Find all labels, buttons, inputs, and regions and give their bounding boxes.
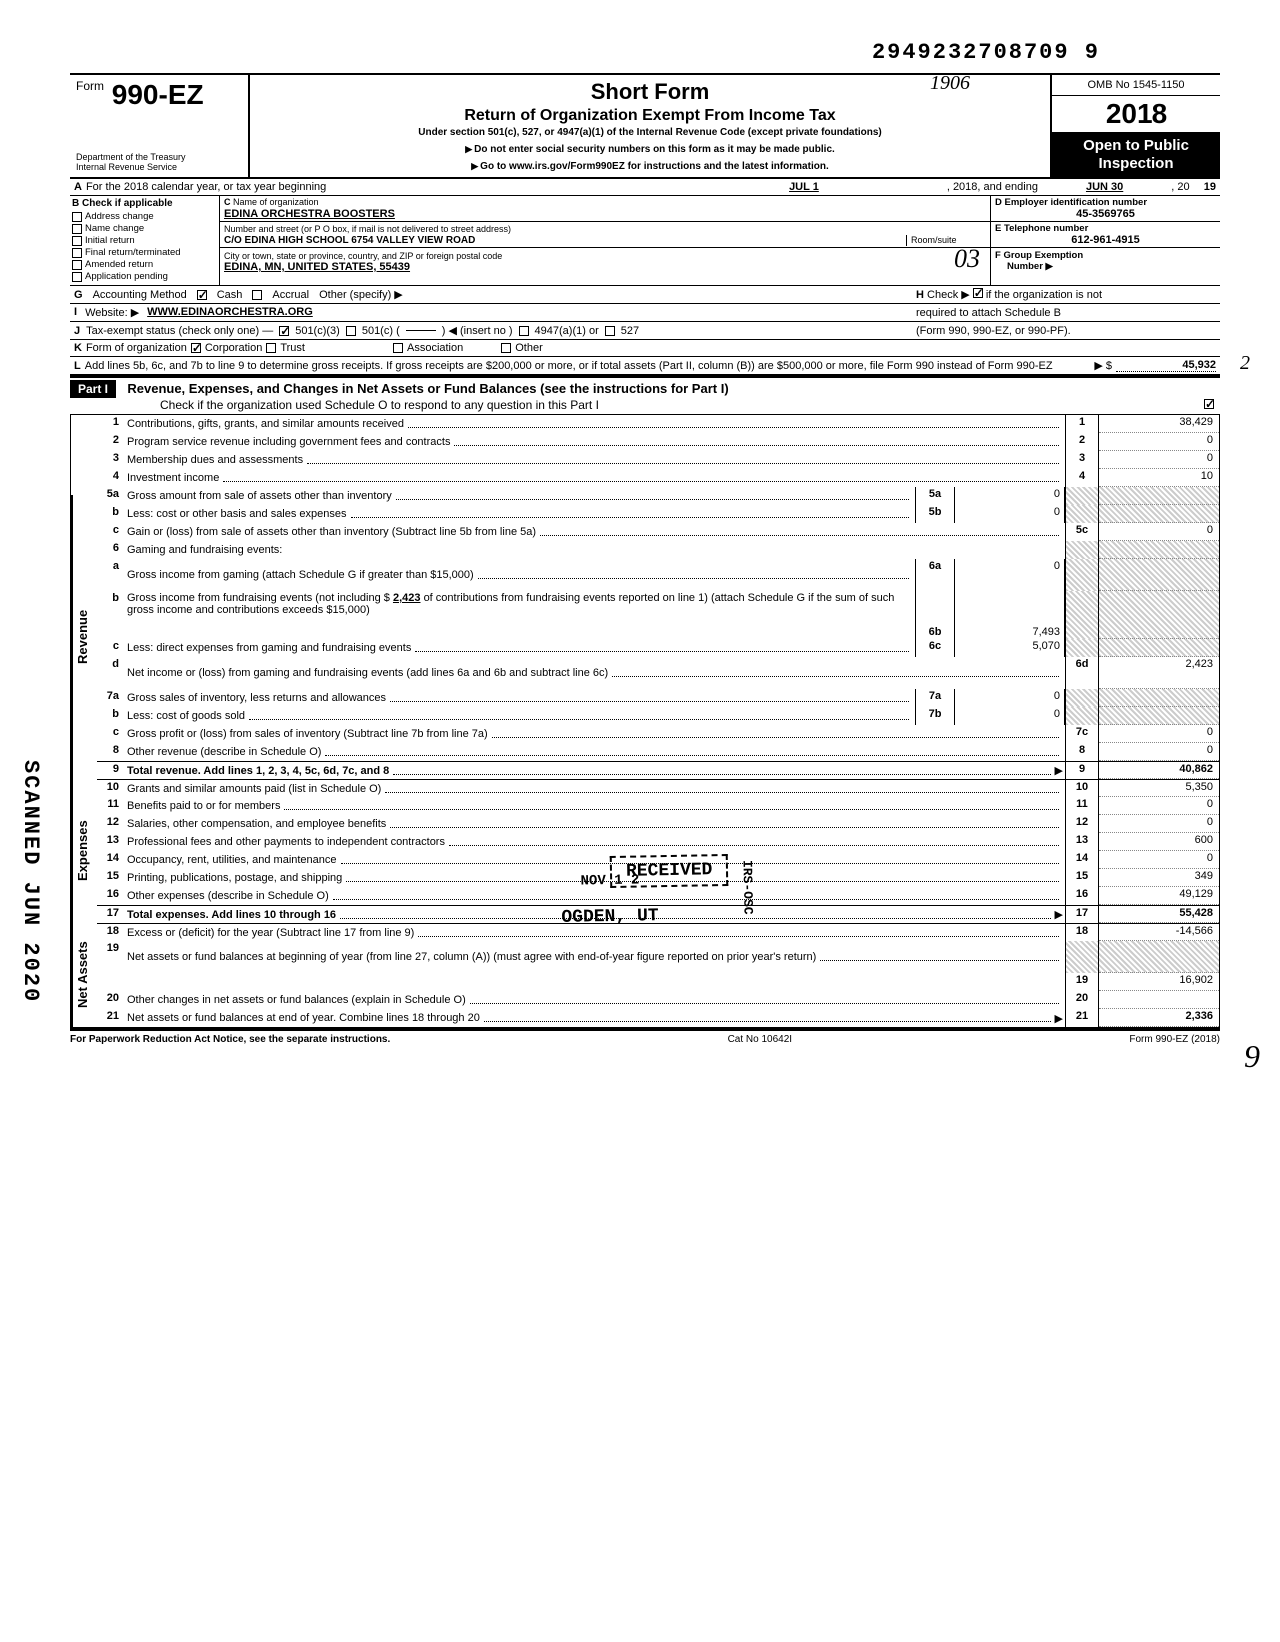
line1-val: 38,429 [1099,415,1219,433]
chk-527[interactable] [605,326,615,336]
chk-name[interactable]: Name change [72,223,217,234]
phone: 612-961-4915 [995,234,1216,246]
line-a: A For the 2018 calendar year, or tax yea… [70,179,1220,196]
stamp-date: NOV 1 2 [480,871,740,892]
line10-val: 5,350 [1099,780,1219,797]
scanned-stamp: SCANNED JUN 2020 [18,760,43,1003]
line-l: L Add lines 5b, 6c, and 7b to line 9 to … [70,357,1220,376]
gross-receipts: 45,932 [1116,359,1216,372]
form-number: Form 990-EZ [76,79,242,111]
org-name: EDINA ORCHESTRA BOOSTERS [224,208,395,220]
line21-val: 2,336 [1099,1009,1219,1027]
chk-assoc[interactable] [393,343,403,353]
line-i: I Website: ▶ WWW.EDINAORCHESTRA.ORG requ… [70,304,1220,322]
chk-501c[interactable] [346,326,356,336]
side-expenses: Expenses [71,779,97,923]
dln: 2949232708709 9 [70,40,1220,65]
chk-address[interactable]: Address change [72,211,217,222]
chk-initial[interactable]: Initial return [72,235,217,246]
line18-val: -14,566 [1099,924,1219,941]
open-public: Open to PublicInspection [1052,133,1220,177]
chk-501c3[interactable] [279,326,289,336]
part1-header: Part I Revenue, Expenses, and Changes in… [70,376,1220,415]
expenses-block: Expenses 10Grants and similar amounts pa… [70,779,1220,923]
line7c-val: 0 [1099,725,1219,743]
form-header: Form 990-EZ Department of the TreasuryIn… [70,73,1220,179]
chk-schedo[interactable] [1204,399,1214,409]
ein: 45-3569765 [995,208,1216,220]
line7a-val: 0 [955,689,1065,707]
dept: Department of the TreasuryInternal Reven… [76,153,242,173]
line6b-val: 7,493 [955,591,1065,639]
line4-val: 10 [1099,469,1219,487]
line12-val: 0 [1099,815,1219,833]
line14-val: 0 [1099,851,1219,869]
line8-val: 0 [1099,743,1219,761]
website: WWW.EDINAORCHESTRA.ORG [147,306,313,319]
arrow1: Do not enter social security numbers on … [258,144,1042,155]
arrow2: Go to www.irs.gov/Form990EZ for instruct… [258,161,1042,172]
title-short: Short Form [258,79,1042,105]
chk-amended[interactable]: Amended return [72,259,217,270]
line6d-val: 2,423 [1099,657,1219,689]
line15-val: 349 [1099,869,1219,887]
line9-val: 40,862 [1099,762,1219,779]
line-j: J Tax-exempt status (check only one) — 5… [70,322,1220,340]
entity-grid: B Check if applicable Address change Nam… [70,196,1220,286]
chk-4947[interactable] [519,326,529,336]
hand-03: 03 [954,244,980,274]
title-sub: Under section 501(c), 527, or 4947(a)(1)… [258,127,1042,138]
side-netassets: Net Assets [71,923,97,1027]
side-revenue: Revenue [71,495,97,779]
chk-other[interactable] [501,343,511,353]
part1-body: Revenue 1Contributions, gifts, grants, a… [70,415,1220,779]
line5a-val: 0 [955,487,1065,505]
title-long: Return of Organization Exempt From Incom… [258,107,1042,125]
line13-val: 600 [1099,833,1219,851]
line5c-val: 0 [1099,523,1219,541]
line11-val: 0 [1099,797,1219,815]
line6c-val: 5,070 [955,639,1065,657]
line-g-h: G Accounting Method Cash Accrual Other (… [70,286,1220,304]
chk-pending[interactable]: Application pending [72,271,217,282]
footer: For Paperwork Reduction Act Notice, see … [70,1029,1220,1045]
line-k: K Form of organization Corporation Trust… [70,340,1220,357]
line5b-val: 0 [955,505,1065,523]
chk-cash[interactable] [197,290,207,300]
line20-val [1099,991,1219,1009]
line17-val: 55,428 [1099,906,1219,923]
chk-corp[interactable] [191,343,201,353]
line6a-val: 0 [955,559,1065,591]
col-b: B Check if applicable Address change Nam… [70,196,220,285]
netassets-block: Net Assets 18Excess or (deficit) for the… [70,923,1220,1029]
line2-val: 0 [1099,433,1219,451]
chk-accrual[interactable] [252,290,262,300]
hand-1906: 1906 [930,72,970,95]
chk-final[interactable]: Final return/terminated [72,247,217,258]
org-street: C/O EDINA HIGH SCHOOL 6754 VALLEY VIEW R… [224,235,475,246]
line16-val: 49,129 [1099,887,1219,905]
line19-val: 16,902 [1099,973,1219,991]
line3-val: 0 [1099,451,1219,469]
stamp-irs: IRS-OSC [740,860,756,915]
chk-h[interactable] [973,288,983,298]
received-stamp-group: RECEIVED NOV 1 2 OGDEN, UT [480,855,740,891]
org-city: EDINA, MN, UNITED STATES, 55439 [224,261,986,273]
tax-year: 2018 [1052,96,1220,133]
hand-2: 2 [1240,352,1250,375]
line7b-val: 0 [955,707,1065,725]
chk-trust[interactable] [266,343,276,353]
hand-9: 9 [1244,1038,1260,1075]
omb-no: OMB No 1545-1150 [1052,75,1220,96]
